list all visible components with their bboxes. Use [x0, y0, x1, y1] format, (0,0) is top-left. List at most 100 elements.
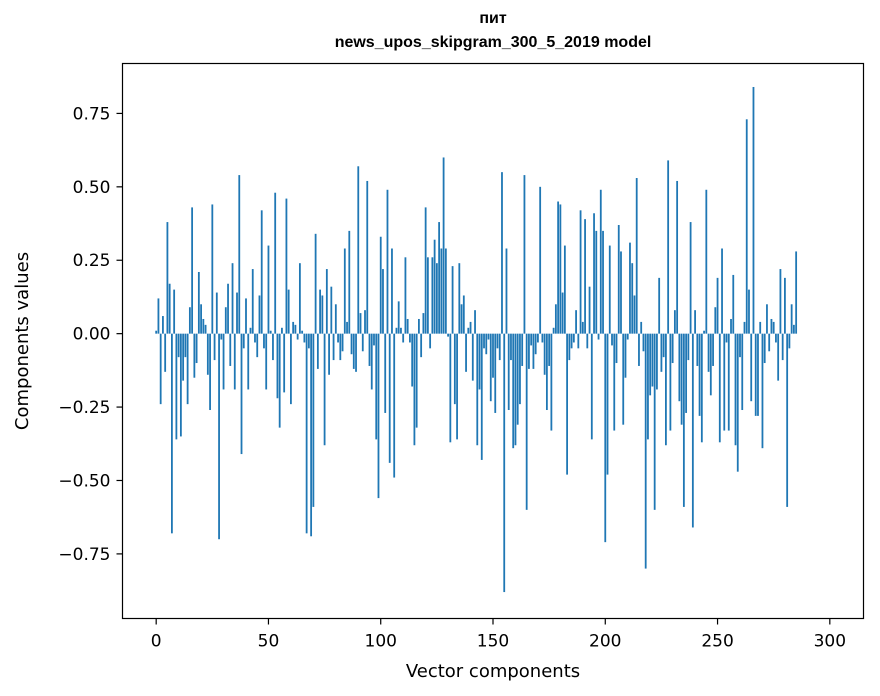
bar-268 [757, 333, 759, 416]
bar-158 [510, 333, 512, 361]
y-tick-label: −0.50 [58, 471, 110, 491]
bar-40 [245, 298, 247, 334]
bar-266 [752, 86, 755, 334]
bar-19 [197, 271, 200, 334]
bar-195 [593, 213, 595, 334]
bar-229 [669, 333, 672, 431]
bar-49 [265, 333, 268, 390]
bar-91 [359, 313, 362, 334]
bar-206 [617, 225, 620, 334]
bar-253 [723, 333, 726, 431]
bar-250 [716, 277, 719, 334]
bar-282 [788, 333, 791, 349]
bar-113 [409, 333, 411, 343]
bar-192 [586, 333, 589, 349]
bar-236 [685, 333, 688, 413]
bar-13 [184, 333, 187, 358]
bar-98 [375, 333, 378, 440]
bar-248 [712, 333, 714, 366]
bar-175 [548, 333, 551, 366]
bar-107 [395, 327, 398, 334]
bar-203 [611, 333, 613, 346]
bar-81 [337, 333, 339, 343]
bar-211 [629, 242, 631, 334]
bar-258 [734, 333, 737, 446]
x-axis-label: Vector components [406, 661, 580, 682]
bar-53 [274, 192, 277, 334]
bar-3 [162, 316, 164, 334]
bar-280 [784, 277, 786, 334]
bar-128 [442, 157, 445, 334]
bar-223 [656, 333, 658, 390]
bar-150 [492, 333, 494, 378]
bar-202 [608, 245, 611, 334]
bar-232 [676, 180, 679, 334]
bar-134 [456, 333, 458, 440]
x-tick-label: 0 [151, 632, 162, 652]
bar-97 [373, 333, 375, 346]
bar-201 [606, 333, 609, 475]
bar-230 [671, 333, 674, 364]
bar-66 [303, 333, 306, 343]
bar-55 [278, 333, 281, 428]
bar-133 [453, 333, 456, 405]
bar-272 [766, 304, 768, 334]
bar-99 [377, 333, 380, 499]
bar-157 [507, 333, 510, 411]
bar-168 [532, 333, 535, 369]
bar-68 [307, 333, 310, 349]
bar-156 [505, 248, 508, 334]
bar-76 [325, 269, 328, 334]
bar-181 [561, 292, 564, 334]
bar-89 [355, 333, 357, 372]
bar-222 [653, 333, 656, 510]
bar-141 [471, 333, 474, 381]
bar-9 [175, 333, 178, 440]
bar-142 [474, 310, 476, 334]
bar-72 [316, 333, 319, 369]
bar-227 [665, 333, 667, 446]
bar-44 [254, 333, 256, 343]
bar-164 [523, 175, 526, 334]
bar-208 [622, 333, 625, 425]
bar-257 [732, 274, 735, 334]
bar-283 [790, 304, 793, 334]
bar-94 [366, 180, 369, 334]
bar-119 [422, 313, 425, 334]
bar-106 [393, 333, 396, 478]
bar-63 [296, 333, 299, 340]
bar-70 [312, 333, 315, 507]
bar-276 [775, 333, 777, 343]
bar-30 [222, 333, 225, 390]
bar-277 [777, 333, 780, 381]
bar-84 [343, 248, 346, 334]
bar-131 [449, 333, 452, 443]
bar-101 [382, 269, 384, 334]
chart-subtitle: news_upos_skipgram_300_5_2019 model [334, 34, 652, 51]
bar-57 [283, 333, 286, 393]
bar-93 [364, 310, 366, 334]
bar-185 [570, 333, 573, 349]
bar-16 [191, 207, 194, 334]
bar-188 [577, 333, 580, 349]
bar-234 [680, 333, 683, 425]
bar-197 [597, 333, 600, 340]
bar-243 [700, 333, 703, 443]
bar-187 [575, 310, 577, 334]
bar-198 [599, 189, 602, 334]
bar-28 [218, 333, 220, 540]
bar-59 [287, 289, 290, 334]
bar-176 [550, 333, 553, 431]
bar-58 [285, 198, 288, 334]
bar-231 [673, 310, 676, 334]
bar-151 [494, 333, 497, 413]
bar-121 [426, 257, 429, 334]
bar-228 [667, 160, 670, 334]
bar-262 [743, 321, 746, 334]
bar-256 [730, 318, 732, 334]
bar-274 [770, 318, 773, 334]
bar-177 [552, 327, 555, 334]
bar-88 [352, 333, 355, 369]
bar-112 [406, 318, 409, 334]
bar-15 [188, 307, 191, 334]
